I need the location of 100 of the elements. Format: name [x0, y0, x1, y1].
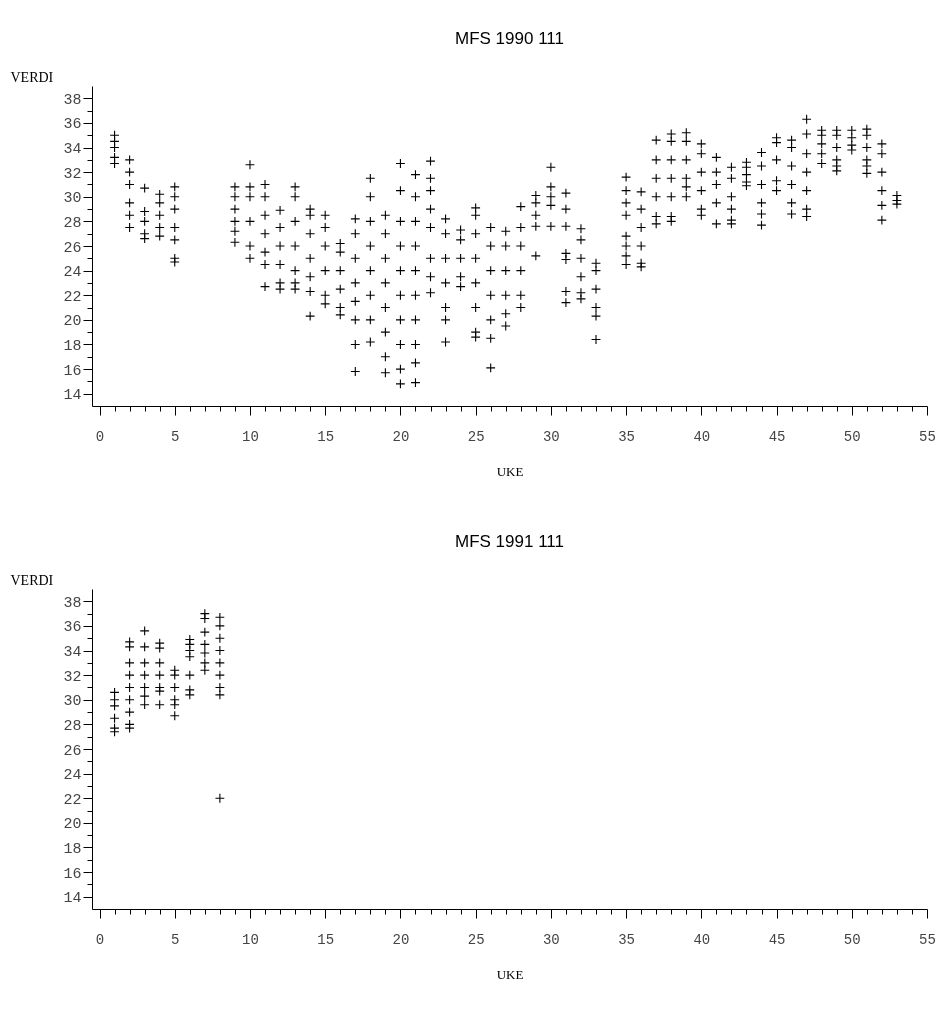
point [185, 690, 195, 700]
x-tick-label: 20 [392, 428, 410, 445]
point [125, 723, 135, 733]
y-tick-label: 22 [63, 791, 82, 809]
y-tick-label: 32 [63, 668, 82, 686]
point [200, 658, 210, 668]
y-tick-label: 16 [63, 865, 82, 883]
x-tick-label: 0 [95, 428, 105, 445]
y-tick-label: 18 [63, 337, 82, 355]
y-tick-label: 38 [63, 594, 82, 612]
point [125, 642, 135, 652]
x-tick-label: 15 [317, 428, 335, 445]
x-tick-label: 50 [843, 931, 861, 948]
point [200, 614, 210, 623]
x-tick-label: 40 [693, 428, 711, 445]
y-tick-label: 34 [63, 644, 82, 662]
x-axis-title: UKE [496, 463, 524, 479]
point [200, 627, 210, 637]
y-tick-label: 30 [63, 190, 82, 208]
x-tick-label: 35 [618, 931, 636, 948]
x-tick-label: 45 [768, 931, 786, 948]
x-tick-label: 35 [618, 428, 636, 445]
x-axis-title: UKE [496, 966, 524, 982]
point [215, 621, 225, 631]
y-tick-label: 34 [63, 141, 82, 159]
x-tick-label: 55 [919, 428, 936, 445]
point [215, 633, 225, 643]
y-tick-label: 14 [63, 387, 82, 405]
y-tick-label: 16 [63, 362, 82, 380]
point [155, 686, 165, 696]
point [140, 700, 150, 710]
point [155, 643, 165, 653]
x-tick-label: 25 [467, 931, 485, 948]
y-tick-label: 26 [63, 742, 82, 760]
point [140, 658, 150, 668]
chart-title: MFS 1991 111 [455, 532, 564, 551]
point [110, 727, 119, 737]
point [125, 658, 135, 668]
x-tick-label: 10 [242, 428, 259, 445]
y-tick-label: 26 [63, 239, 82, 257]
y-tick-label: 28 [63, 214, 82, 232]
point [185, 652, 195, 662]
y-tick-label: 32 [63, 165, 82, 183]
point [200, 639, 210, 649]
x-tick-label: 30 [542, 428, 560, 445]
point [140, 691, 150, 701]
x-tick-label: 45 [768, 428, 786, 445]
x-tick-label: 40 [693, 931, 711, 948]
point [200, 648, 210, 658]
x-tick-label: 5 [171, 428, 180, 445]
point [140, 683, 150, 692]
point [170, 683, 180, 692]
point [125, 683, 135, 692]
point [170, 670, 180, 680]
point [215, 658, 225, 668]
point [215, 612, 225, 622]
point [140, 642, 150, 652]
point [215, 793, 225, 803]
point [215, 690, 225, 700]
point [215, 646, 225, 655]
point [170, 711, 180, 721]
y-tick-label: 22 [63, 288, 82, 306]
y-tick-label: 14 [63, 890, 82, 908]
point [125, 670, 135, 680]
x-tick-label: 55 [919, 931, 936, 948]
point [110, 701, 119, 711]
point [200, 665, 210, 675]
y-tick-label: 38 [63, 91, 82, 109]
y-tick-label: 36 [63, 619, 82, 637]
y-tick-label: 28 [63, 717, 82, 735]
point [125, 695, 135, 705]
y-tick-label: 20 [63, 313, 82, 331]
x-tick-label: 0 [95, 931, 105, 948]
y-axis-title: VERDI [10, 572, 54, 588]
point [215, 670, 225, 680]
x-tick-label: 15 [317, 931, 335, 948]
x-tick-label: 30 [542, 931, 560, 948]
x-tick-label: 20 [392, 931, 410, 948]
y-tick-label: 20 [63, 816, 82, 834]
point [185, 670, 195, 680]
point [170, 700, 180, 710]
point [155, 700, 165, 710]
x-tick-label: 25 [467, 428, 485, 445]
point [110, 713, 119, 723]
y-tick-label: 24 [63, 767, 82, 785]
y-tick-label: 36 [63, 116, 82, 134]
point [155, 658, 165, 668]
x-tick-label: 10 [242, 931, 259, 948]
point [140, 670, 150, 680]
y-axis-title: VERDI [10, 69, 54, 85]
x-tick-label: 50 [843, 428, 861, 445]
point [140, 626, 150, 636]
y-tick-label: 24 [63, 264, 82, 282]
y-tick-label: 18 [63, 840, 82, 858]
point [215, 683, 225, 692]
point [155, 670, 165, 680]
chart-title: MFS 1990 111 [455, 29, 564, 48]
point [125, 707, 135, 717]
x-tick-label: 5 [171, 931, 180, 948]
y-tick-label: 30 [63, 693, 82, 711]
